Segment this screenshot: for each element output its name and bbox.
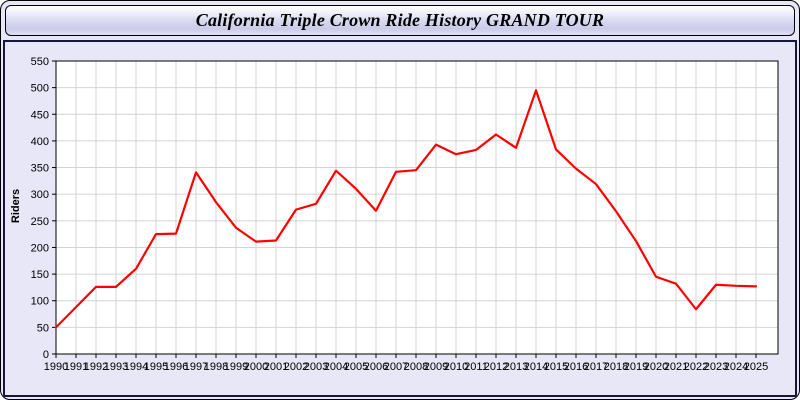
- x-tick-label: 1995: [144, 361, 168, 373]
- x-tick-label: 2015: [544, 361, 568, 373]
- x-tick-label: 2007: [384, 361, 408, 373]
- chart-panel: Riders 0 50 100 150 200 250 300 350 400 450 500 550…: [3, 40, 797, 397]
- y-tick-label: 0: [43, 349, 49, 361]
- x-tick-label: 2024: [724, 361, 748, 373]
- y-tick-label: 50: [37, 322, 49, 334]
- x-tick-label: 2012: [484, 361, 508, 373]
- y-tick-label: 300: [31, 189, 49, 201]
- x-tick-label: 1991: [64, 361, 88, 373]
- x-tick-label: 2016: [564, 361, 588, 373]
- plot-area: [56, 61, 778, 354]
- y-tick-label: 150: [31, 269, 49, 281]
- y-tick-label: 450: [31, 109, 49, 121]
- x-tick-label: 1993: [104, 361, 128, 373]
- x-tick-label: 2020: [644, 361, 668, 373]
- y-tick-label: 200: [31, 242, 49, 254]
- x-tick-label: 2013: [504, 361, 528, 373]
- x-tick-label: 2008: [404, 361, 428, 373]
- title-bar: California Triple Crown Ride History GRA…: [5, 5, 795, 36]
- series-line-riders: [54, 89, 758, 329]
- y-tick-label: 400: [31, 136, 49, 148]
- x-tick-label: 2000: [244, 361, 268, 373]
- y-axis-title: Riders: [10, 188, 22, 224]
- x-tick-label: 2022: [684, 361, 708, 373]
- x-tick-label: 2011: [464, 361, 488, 373]
- x-tick-label: 1994: [124, 361, 148, 373]
- x-tick-label: 2017: [584, 361, 608, 373]
- x-tick-label: 2005: [344, 361, 368, 373]
- x-tick-label: 2019: [624, 361, 648, 373]
- y-tick-label: 550: [31, 56, 49, 68]
- y-tick-label: 100: [31, 296, 49, 308]
- x-tick-label: 2021: [664, 361, 688, 373]
- x-tick-label: 2010: [444, 361, 468, 373]
- x-tick-label: 1992: [84, 361, 108, 373]
- plot-border: [55, 60, 779, 355]
- x-tick-label: 2002: [284, 361, 308, 373]
- x-tick-label: 2006: [364, 361, 388, 373]
- x-tick-label: 1998: [204, 361, 228, 373]
- y-tick-label: 250: [31, 216, 49, 228]
- x-tick-label: 2001: [264, 361, 288, 373]
- ride-history-chart: 0501001502002503003504004505005501990199…: [31, 56, 779, 373]
- x-tick-label: 1996: [164, 361, 188, 373]
- x-tick-label: 2009: [424, 361, 448, 373]
- x-tick-label: 2018: [604, 361, 628, 373]
- y-tick-label: 500: [31, 83, 49, 95]
- x-tick-label: 2025: [744, 361, 768, 373]
- x-tick-label: 1990: [44, 361, 68, 373]
- x-tick-label: 1999: [224, 361, 248, 373]
- x-tick-label: 2003: [304, 361, 328, 373]
- x-tick-label: 1997: [184, 361, 208, 373]
- x-tick-label: 2004: [324, 361, 348, 373]
- x-tick-label: 2014: [524, 361, 548, 373]
- x-tick-label: 2023: [704, 361, 728, 373]
- chart-title: California Triple Crown Ride History GRA…: [195, 10, 605, 30]
- y-tick-label: 350: [31, 163, 49, 175]
